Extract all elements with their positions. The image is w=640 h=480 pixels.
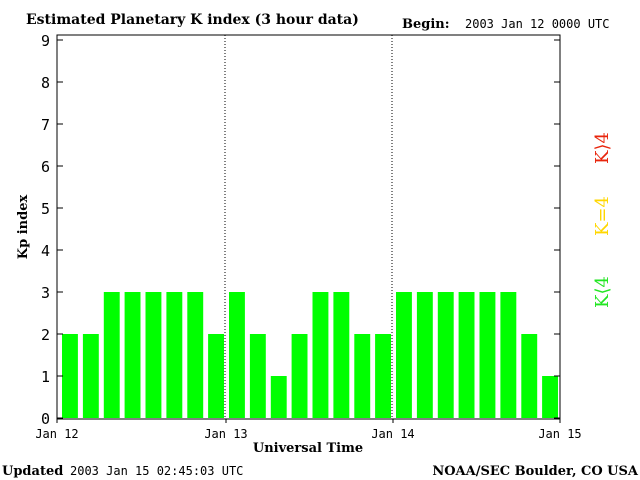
- legend-item-1: K=4: [592, 196, 613, 236]
- bar-9: [249, 334, 266, 418]
- begin-label: Begin:: [402, 17, 450, 32]
- bar-16: [396, 292, 412, 418]
- plot-area: [56, 34, 561, 420]
- x-tick-label-3: Jan 15: [538, 427, 581, 441]
- updated-label: Updated: [2, 464, 63, 479]
- x-axis-title: Universal Time: [253, 441, 363, 456]
- bar-20: [479, 292, 496, 418]
- bars: [62, 292, 558, 418]
- bar-10: [270, 376, 287, 418]
- day-separators: [224, 35, 393, 419]
- legend: K⟨4 K=4 K⟩4: [592, 132, 613, 308]
- y-tick-label-1: 1: [41, 368, 50, 386]
- y-axis: 0 1 2 3 4 5 6 7 8 9: [41, 32, 560, 428]
- bar-11: [291, 334, 308, 418]
- bar-14: [354, 334, 371, 418]
- bar-21: [500, 292, 517, 418]
- bar-2: [103, 292, 120, 418]
- y-tick-label-0: 0: [41, 410, 50, 428]
- bar-0: [62, 334, 78, 418]
- y-axis-title: Kp index: [16, 195, 31, 260]
- bar-23: [542, 376, 558, 418]
- credit-text: NOAA/SEC Boulder, CO USA: [432, 464, 639, 479]
- y-tick-label-4: 4: [41, 242, 50, 260]
- bar-7: [208, 334, 224, 418]
- bar-15: [375, 334, 391, 418]
- x-tick-label-0: Jan 12: [35, 427, 78, 441]
- bar-1: [82, 334, 99, 418]
- updated-value: 2003 Jan 15 02:45:03 UTC: [70, 464, 243, 478]
- bar-19: [458, 292, 475, 418]
- bar-17: [416, 292, 433, 418]
- y-tick-label-2: 2: [41, 326, 50, 344]
- bar-5: [166, 292, 183, 418]
- bar-22: [521, 334, 538, 418]
- x-tick-label-2: Jan 14: [371, 427, 414, 441]
- y-tick-label-3: 3: [41, 284, 50, 302]
- bar-3: [124, 292, 141, 418]
- bar-6: [187, 292, 204, 418]
- begin-value: 2003 Jan 12 0000 UTC: [465, 17, 610, 31]
- legend-item-0: K⟨4: [592, 276, 613, 308]
- y-tick-label-9: 9: [41, 32, 50, 50]
- bar-13: [333, 292, 350, 418]
- bar-18: [437, 292, 454, 418]
- y-tick-label-7: 7: [41, 116, 50, 134]
- x-axis: Jan 12 Jan 13 Jan 14 Jan 15: [35, 419, 582, 441]
- bar-4: [145, 292, 162, 418]
- legend-item-2: K⟩4: [592, 132, 613, 164]
- y-tick-label-6: 6: [41, 158, 50, 176]
- y-tick-label-5: 5: [41, 200, 50, 218]
- chart-title: Estimated Planetary K index (3 hour data…: [26, 12, 359, 28]
- x-tick-label-1: Jan 13: [204, 427, 247, 441]
- y-tick-label-8: 8: [41, 74, 50, 92]
- bar-8: [229, 292, 245, 418]
- bar-12: [312, 292, 329, 418]
